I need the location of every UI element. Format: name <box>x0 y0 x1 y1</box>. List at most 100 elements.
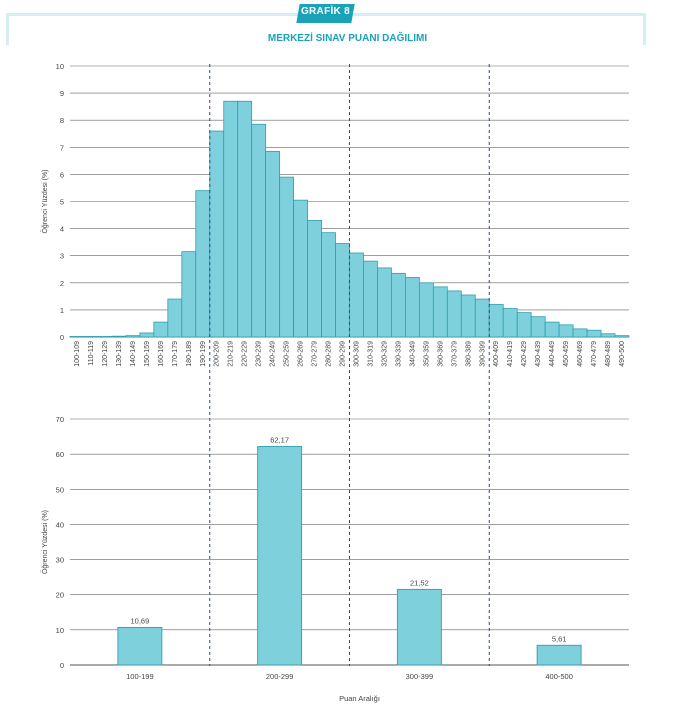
histogram-bar <box>265 150 281 338</box>
x-tick-label: 380-389 <box>465 341 472 367</box>
x-tick-label: 470-479 <box>591 341 598 367</box>
x-tick-label: 130-139 <box>116 341 123 367</box>
histogram-bar <box>97 336 113 338</box>
x-tick-label: 350-359 <box>423 341 430 367</box>
y-axis-label: Öğrenci Yüzdesi (%) <box>41 169 49 233</box>
y-tick-label: 1 <box>60 306 64 315</box>
histogram-bar <box>530 316 546 338</box>
x-tick-label: 300-309 <box>353 341 360 367</box>
chart-title: MERKEZİ SINAV PUANI DAĞILIMI <box>267 33 428 44</box>
histogram-bar <box>572 328 588 338</box>
x-tick-label: 370-379 <box>451 341 458 367</box>
y-tick-label: 40 <box>56 520 64 529</box>
x-tick-label: 260-269 <box>298 341 305 367</box>
x-tick-label: 490-500 <box>619 341 626 367</box>
histogram-bar <box>600 333 616 338</box>
x-tick-label: 100-109 <box>74 341 81 367</box>
x-tick-label: 310-319 <box>367 341 374 367</box>
y-tick-label: 7 <box>60 143 64 152</box>
histogram-bar <box>558 324 574 338</box>
histogram-bar <box>349 252 364 338</box>
range-bar <box>117 626 163 666</box>
histogram-bar <box>391 272 406 338</box>
x-tick-label: 290-299 <box>340 341 347 367</box>
bar-value-label: 21,52 <box>410 578 429 587</box>
histogram-bar <box>69 336 85 338</box>
chart-badge-label: GRAFİK 8 <box>300 6 351 17</box>
x-tick-label: 400-500 <box>545 672 573 681</box>
x-tick-label: 200-209 <box>214 341 221 367</box>
y-tick-label: 2 <box>60 279 64 288</box>
x-tick-label: 140-149 <box>130 341 137 367</box>
range-bar <box>396 588 442 666</box>
histogram-chart: 0 1 2 3 4 5 6 7 8 9 10 100-109 110-119 120-129 130-139… <box>41 62 630 367</box>
x-tick-label: 240-249 <box>270 341 277 367</box>
x-axis-label: Puan Aralığı <box>339 694 380 703</box>
histogram-bar <box>488 304 504 338</box>
histogram-bar <box>251 123 267 338</box>
x-tick-label: 340-349 <box>409 341 416 367</box>
x-tick-label: 150-159 <box>144 341 151 367</box>
x-tick-label: 170-179 <box>172 341 179 367</box>
histogram-bar <box>237 100 253 338</box>
y-tick-label: 60 <box>56 450 64 459</box>
x-tick-label: 420-429 <box>521 341 528 367</box>
histogram-bar <box>181 251 197 338</box>
histogram-bar <box>586 329 602 338</box>
y-tick-label: 3 <box>60 252 64 261</box>
histogram-bar <box>474 298 490 338</box>
x-tick-label: 230-239 <box>256 341 263 367</box>
y-tick-label: 0 <box>60 661 64 670</box>
histogram-bar <box>335 243 350 338</box>
x-tick-label: 430-439 <box>535 341 542 367</box>
bar-value-label: 10,69 <box>130 616 149 625</box>
x-tick-label: 320-329 <box>381 341 388 367</box>
grouped-bar-chart: 0 10 20 30 40 50 60 70 10,69 100-199 62,17 200-299 2… <box>41 415 629 703</box>
histogram-bar <box>279 176 295 338</box>
histogram-bar <box>139 332 155 338</box>
histogram-bar <box>377 267 392 338</box>
histogram-bar <box>83 336 99 338</box>
histogram-bar <box>432 286 448 338</box>
x-tick-label: 410-419 <box>507 341 514 367</box>
x-tick-label: 120-129 <box>102 341 109 367</box>
y-axis-label: Öğrenci Yüzdesi (%) <box>41 510 49 574</box>
x-tick-label: 180-189 <box>186 341 193 367</box>
histogram-bar <box>167 298 183 338</box>
histogram-bar <box>111 335 127 338</box>
bar-value-label: 5,61 <box>552 634 567 643</box>
y-tick-label: 20 <box>56 591 64 600</box>
histogram-bar <box>363 260 378 338</box>
x-tick-label: 460-469 <box>577 341 584 367</box>
y-tick-label: 8 <box>60 116 64 125</box>
y-tick-label: 5 <box>60 198 64 207</box>
y-tick-label: 0 <box>60 333 64 342</box>
range-bar <box>257 446 303 666</box>
x-tick-label: 330-339 <box>395 341 402 367</box>
x-tick-label: 210-219 <box>228 341 235 367</box>
x-tick-label: 200-299 <box>266 672 294 681</box>
x-tick-label: 270-279 <box>312 341 319 367</box>
x-tick-label: 220-229 <box>242 341 249 367</box>
x-tick-label: 480-489 <box>605 341 612 367</box>
x-tick-label: 190-199 <box>200 341 207 367</box>
histogram-bar <box>125 335 141 338</box>
y-tick-label: 50 <box>56 485 64 494</box>
histogram-bar <box>404 276 420 338</box>
y-tick-label: 10 <box>56 626 64 635</box>
histogram-bar <box>516 312 532 338</box>
x-tick-label: 250-259 <box>284 341 291 367</box>
histogram-bar <box>195 190 211 338</box>
x-tick-label: 390-399 <box>479 341 486 367</box>
y-tick-label: 4 <box>60 225 64 234</box>
histogram-bar <box>209 130 225 338</box>
y-tick-label: 6 <box>60 170 64 179</box>
histogram-bar <box>502 308 518 338</box>
x-tick-label: 440-449 <box>549 341 556 367</box>
x-tick-label: 300-399 <box>406 672 434 681</box>
histogram-bar <box>418 282 434 338</box>
histogram-bar <box>614 335 630 338</box>
y-tick-label: 9 <box>60 89 64 98</box>
histogram-bar <box>446 290 462 338</box>
x-tick-label: 400-409 <box>493 341 500 367</box>
